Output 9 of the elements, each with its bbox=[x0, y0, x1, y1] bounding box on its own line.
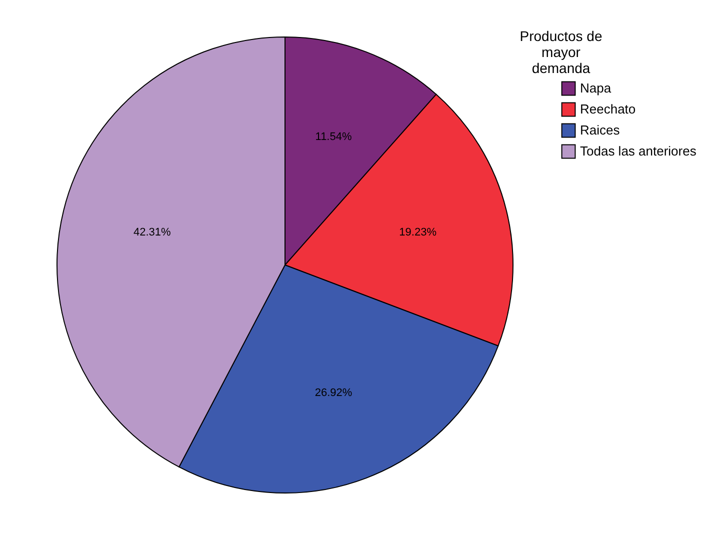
legend-label: Reechato bbox=[580, 102, 636, 116]
data-label: 26.92% bbox=[314, 386, 352, 399]
data-label: 42.31% bbox=[134, 226, 172, 238]
legend-label: Napa bbox=[580, 80, 612, 96]
legend-title: Productos de mayor demanda bbox=[520, 28, 602, 76]
data-label: 11.54% bbox=[315, 131, 352, 144]
legend-label: Raices bbox=[580, 122, 620, 138]
data-label: 19.23% bbox=[399, 226, 437, 238]
legend-label: Todas las anteriores bbox=[580, 144, 697, 158]
